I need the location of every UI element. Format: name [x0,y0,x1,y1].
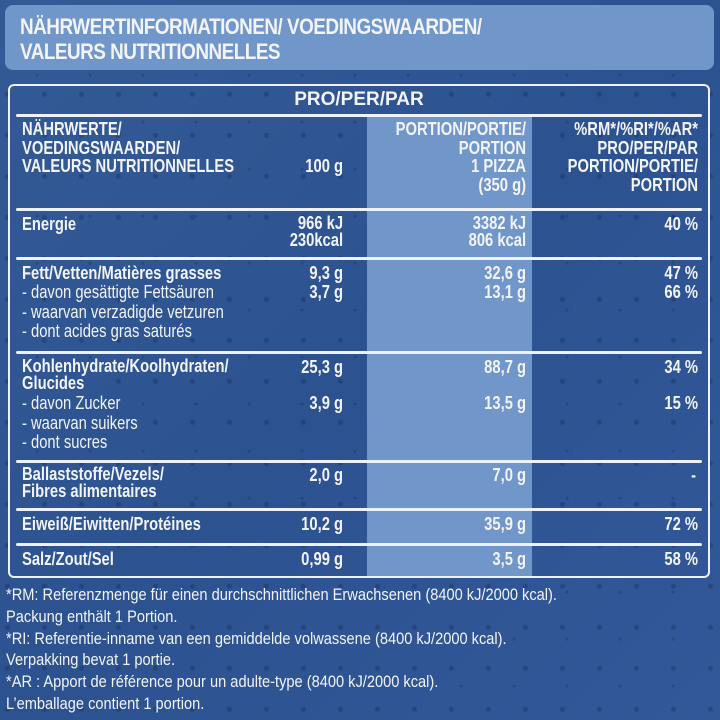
fat-ri: 47 % [664,263,698,283]
row-label-carbs: Kohlenhydrate/Koolhydraten/Glucides [22,356,229,393]
sugar-per100: 3,9 g [309,393,343,413]
row-label-fat: Fett/Vetten/Matières grasses [22,263,222,283]
fibre-ri: - [691,465,696,485]
saturated-fat-per100: 3,7 g [309,282,343,302]
footnote: *RM: Referenzmenge für einen durchschnit… [6,585,557,604]
ri-col-header: %RM*/%RI*/%AR* PRO/PER/PAR PORTION/PORTI… [567,119,698,195]
row-label-fibre: Ballaststoffe/Vezels/Fibres alimentaires [22,464,164,501]
portion-column-highlight [367,114,532,576]
carbs-portion: 88,7 g [484,357,526,377]
title-line-1: NÄHRWERTINFORMATIONEN/ VOEDINGSWAARDEN/ [20,14,482,39]
carbs-per100: 25,3 g [301,357,343,377]
row-label-energy: Energie [22,214,77,234]
divider [16,543,702,546]
footnote: *AR : Apport de référence pour un adulte… [6,672,439,692]
footnote: Packung enthält 1 Portion. [6,606,178,626]
footnotes: *RM: Referenzmenge für einen durchschnit… [6,584,625,715]
divider [16,114,702,117]
title-line-2: VALEURS NUTRITIONNELLES [20,39,281,64]
energy-per100: 966 kJ 230kcal [289,213,343,250]
protein-portion: 35,9 g [484,514,526,534]
energy-portion: 3382 kJ 806 kcal [468,213,526,250]
sugar-ri: 15 % [664,393,698,413]
title-banner: NÄHRWERTINFORMATIONEN/ VOEDINGSWAARDEN/ … [5,5,714,70]
protein-ri: 72 % [664,514,698,534]
nutrition-table: PRO/PER/PAR NÄHRWERTE/ VOEDINGSWAARDEN/ … [8,84,710,578]
sugar-labels: - davon Zucker - waarvan suikers - dont su… [22,393,138,452]
sugar-portion: 13,5 g [484,393,526,413]
salt-portion: 3,5 g [492,549,526,569]
divider [16,460,702,463]
fibre-per100: 2,0 g [309,465,343,485]
salt-ri: 58 % [664,549,698,569]
footnote: L’emballage contient 1 portion. [6,693,205,713]
page-title: NÄHRWERTINFORMATIONEN/ VOEDINGSWAARDEN/ … [20,14,588,64]
nutrient-col-header: NÄHRWERTE/ VOEDINGSWAARDEN/ VALEURS NUTR… [22,119,235,176]
saturated-fat-ri: 66 % [664,282,698,302]
fat-per100: 9,3 g [309,263,343,283]
per100-col-header: 100 g [305,156,343,176]
carbs-ri: 34 % [664,357,698,377]
footnote: Verpakking bevat 1 portie. [6,650,176,670]
protein-per100: 10,2 g [301,514,343,534]
portion-col-header: PORTION/PORTIE/ PORTION 1 PIZZA (350 g) [395,119,526,195]
divider [16,257,702,260]
footnote: *RI: Referentie-inname van een gemiddeld… [6,628,507,648]
salt-per100: 0,99 g [301,549,343,569]
fibre-portion: 7,0 g [492,465,526,485]
fat-portion: 32,6 g [484,263,526,283]
row-label-protein: Eiweiß/Eiwitten/Protéines [22,514,201,534]
energy-ri: 40 % [664,214,698,234]
saturated-fat-labels: - davon gesättigte Fettsäuren - waarvan v… [22,282,224,341]
divider [16,508,702,511]
per-label: PRO/PER/PAR [294,89,424,110]
row-label-salt: Salz/Zout/Sel [22,549,114,569]
divider [16,351,702,354]
divider [16,208,702,211]
saturated-fat-portion: 13,1 g [484,282,526,302]
